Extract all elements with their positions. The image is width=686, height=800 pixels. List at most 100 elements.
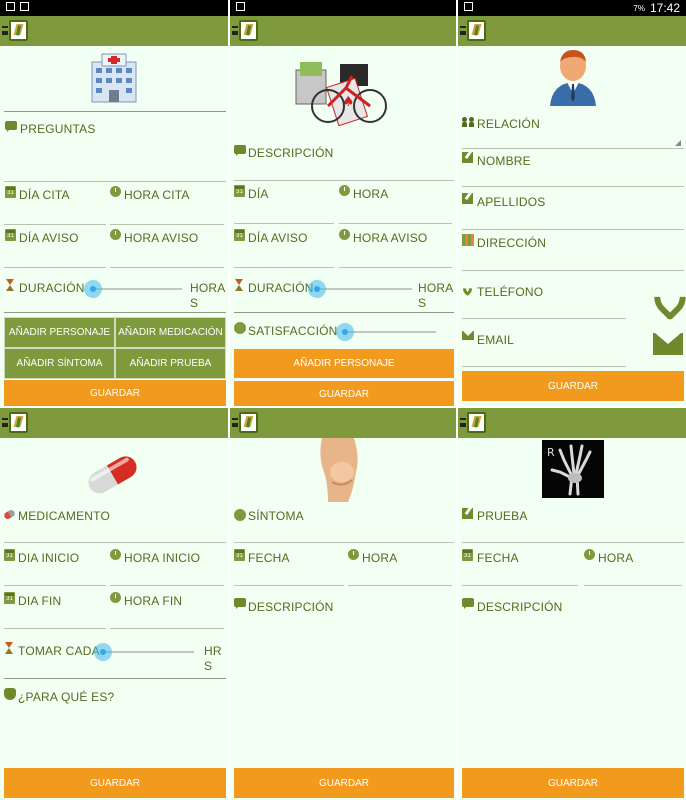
fecha-label: FECHA: [248, 551, 290, 565]
save-button[interactable]: GUARDAR: [234, 768, 454, 798]
dia-inicio-label: DIA INICIO: [18, 551, 80, 565]
save-button[interactable]: GUARDAR: [462, 768, 684, 798]
hora-field[interactable]: [348, 585, 452, 586]
direccion-field[interactable]: [462, 270, 684, 271]
hourglass-icon: [235, 279, 243, 291]
dia-aviso-field[interactable]: [234, 267, 334, 268]
speech-bubble-icon: [5, 121, 17, 132]
send-email-icon[interactable]: [653, 333, 683, 355]
hora-fin-field[interactable]: [110, 628, 224, 629]
hamburger-icon[interactable]: [2, 418, 8, 427]
app-logo-icon[interactable]: [239, 412, 258, 433]
frecuencia-slider-track[interactable]: [102, 651, 194, 653]
calendar-alert-icon: 31: [234, 229, 245, 241]
hora-field[interactable]: [339, 223, 452, 224]
add-medication-button[interactable]: AÑADIR MEDICACIÓN: [115, 317, 226, 348]
status-bar: 7% 17:42: [458, 0, 686, 16]
column-divider: [228, 0, 230, 800]
save-button[interactable]: GUARDAR: [4, 380, 226, 406]
dia-cita-field[interactable]: [4, 224, 106, 225]
hamburger-icon[interactable]: [460, 26, 466, 35]
app-bar: [230, 16, 456, 46]
app-logo-icon[interactable]: [467, 412, 486, 433]
email-field[interactable]: [462, 366, 626, 367]
duracion-slider-track[interactable]: [316, 288, 412, 290]
relacion-dropdown[interactable]: [462, 148, 684, 149]
panel-medication: MEDICAMENTO 31 DIA INICIO HORA INICIO 31…: [0, 408, 228, 800]
app-logo-icon[interactable]: [9, 412, 28, 433]
tomar-cada-label: TOMAR CADA: [18, 644, 100, 658]
prueba-field[interactable]: [462, 542, 684, 543]
horas-label: HORA: [418, 281, 454, 295]
knee-illustration: [314, 438, 366, 502]
hamburger-icon[interactable]: [232, 26, 238, 35]
satisfaccion-slider-thumb[interactable]: [336, 323, 354, 341]
fecha-field[interactable]: [462, 585, 578, 586]
hora-aviso-field[interactable]: [339, 267, 452, 268]
dia-aviso-label: DÍA AVISO: [19, 231, 79, 245]
dropdown-arrow-icon[interactable]: [675, 140, 681, 146]
add-symptom-button[interactable]: AÑADIR SÍNTOMA: [4, 348, 115, 379]
calendar-icon: 31: [5, 186, 16, 198]
panel-contact: 7% 17:42 RELACIÓN NOMBRE APELLIDOS: [458, 0, 686, 406]
telefono-field[interactable]: [462, 318, 626, 319]
dia-fin-field[interactable]: [4, 628, 106, 629]
save-button[interactable]: GUARDAR: [462, 371, 684, 401]
hora-aviso-field[interactable]: [110, 267, 224, 268]
column-divider: [456, 0, 458, 800]
people-icon: [462, 117, 476, 127]
person-illustration: [548, 48, 598, 106]
descripcion-field[interactable]: [234, 180, 454, 181]
dia-field[interactable]: [234, 223, 334, 224]
dia-cita-label: DÍA CITA: [19, 188, 70, 202]
preguntas-field[interactable]: [4, 181, 226, 182]
preguntas-label: PREGUNTAS: [20, 122, 96, 136]
app-logo-icon[interactable]: [9, 20, 28, 41]
hamburger-icon[interactable]: [232, 418, 238, 427]
para-que-label: ¿PARA QUÉ ES?: [18, 690, 115, 704]
add-test-button[interactable]: AÑADIR PRUEBA: [115, 348, 226, 379]
duracion-label: DURACIÓN: [248, 281, 314, 295]
add-person-button[interactable]: AÑADIR PERSONAJE: [234, 349, 454, 378]
dia-aviso-label: DÍA AVISO: [248, 231, 308, 245]
dia-inicio-field[interactable]: [4, 585, 106, 586]
clock-icon: [339, 185, 350, 196]
hora-field[interactable]: [584, 585, 682, 586]
hora-inicio-field[interactable]: [110, 585, 224, 586]
apellidos-field[interactable]: [462, 229, 684, 230]
hamburger-icon[interactable]: [460, 418, 466, 427]
dia-aviso-field[interactable]: [4, 267, 106, 268]
call-button-icon[interactable]: [651, 278, 679, 308]
frecuencia-slider-thumb[interactable]: [94, 643, 112, 661]
sintoma-field[interactable]: [234, 542, 454, 543]
screenshot-icon: [6, 2, 15, 11]
frecuencia-divider: [4, 678, 226, 679]
add-person-button[interactable]: AÑADIR PERSONAJE: [4, 317, 115, 348]
fecha-field[interactable]: [234, 585, 344, 586]
clock-alert-icon: [339, 229, 350, 240]
status-bar: [0, 0, 228, 16]
app-logo-icon[interactable]: [239, 20, 258, 41]
hamburger-icon[interactable]: [2, 26, 8, 35]
relacion-label: RELACIÓN: [477, 117, 540, 131]
mail-icon: [462, 331, 474, 340]
app-logo-icon[interactable]: [467, 20, 486, 41]
hora-cita-field[interactable]: [110, 224, 224, 225]
sintoma-label: SÍNTOMA: [248, 509, 304, 523]
save-button[interactable]: GUARDAR: [234, 380, 454, 406]
panel-activity: ♠ DESCRIPCIÓN 31 DÍA HORA 31 DÍA AVISO H…: [230, 0, 456, 406]
descripcion-label: DESCRIPCIÓN: [477, 600, 563, 614]
duracion-slider-track[interactable]: [92, 288, 182, 290]
satisfaccion-slider-track[interactable]: [344, 331, 436, 333]
duracion-slider-thumb[interactable]: [84, 280, 102, 298]
descripcion-label: DESCRIPCIÓN: [248, 146, 334, 160]
medicamento-field[interactable]: [4, 542, 226, 543]
telefono-label: TELÉFONO: [477, 285, 544, 299]
duracion-slider-thumb[interactable]: [308, 280, 326, 298]
status-time: 17:42: [649, 1, 680, 15]
save-button[interactable]: GUARDAR: [4, 768, 226, 798]
hora-label: HORA: [362, 551, 398, 565]
screenshot-icon: [236, 2, 245, 11]
nombre-field[interactable]: [462, 186, 684, 187]
